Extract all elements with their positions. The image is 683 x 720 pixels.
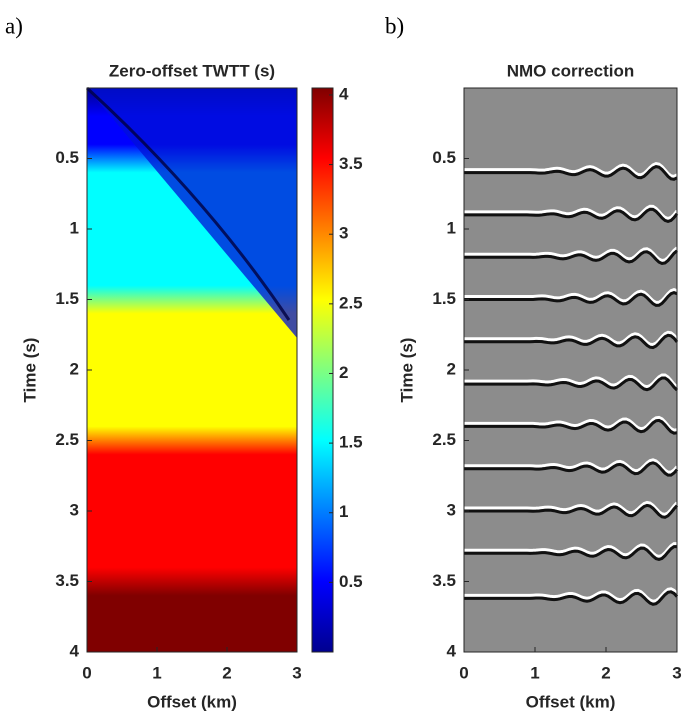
- event-white: [464, 415, 678, 432]
- y-tick-label: 1.5: [432, 289, 456, 308]
- colorbar-tick-label: 3.5: [339, 154, 363, 173]
- event-white: [464, 288, 678, 304]
- event-white: [464, 373, 679, 389]
- colorbar-tick-label: 1: [339, 502, 348, 521]
- event-white: [464, 458, 679, 474]
- y-tick-label: 3: [447, 500, 456, 519]
- colorbar: [311, 87, 334, 653]
- panel-label: a): [5, 13, 23, 38]
- chart-title: Zero-offset TWTT (s): [109, 61, 275, 80]
- x-tick-label: 0: [459, 663, 468, 682]
- x-tick-label: 0: [82, 663, 91, 682]
- y-tick-label: 2.5: [55, 430, 79, 449]
- event: [464, 207, 679, 224]
- event: [464, 165, 678, 181]
- seismic-image: [464, 88, 677, 652]
- x-tick-label: 2: [601, 663, 610, 682]
- y-tick-label: 2: [70, 359, 79, 378]
- event: [464, 418, 678, 435]
- colorbar-tick-label: 4: [339, 84, 349, 103]
- y-tick-label: 0.5: [55, 148, 79, 167]
- colorbar-tick-label: 0.5: [339, 572, 363, 591]
- y-tick-label: 4: [447, 641, 457, 660]
- diagonal-feature: [85, 86, 291, 321]
- event-white: [464, 330, 679, 347]
- x-tick-label: 3: [672, 663, 681, 682]
- x-tick-label: 1: [530, 663, 539, 682]
- y-tick-label: 2.5: [432, 430, 456, 449]
- colorbar-tick-label: 2: [339, 363, 348, 382]
- event: [464, 545, 678, 562]
- event-white: [464, 542, 678, 559]
- y-tick-label: 3.5: [55, 571, 79, 590]
- colorbar-tick-label: 3: [339, 224, 348, 243]
- event: [464, 590, 679, 606]
- event: [464, 461, 679, 477]
- x-tick-label: 3: [292, 663, 301, 682]
- event: [464, 249, 678, 266]
- y-tick-label: 1: [447, 218, 456, 237]
- event: [464, 503, 679, 519]
- y-tick-label: 2: [447, 359, 456, 378]
- y-tick-label: 0.5: [432, 148, 456, 167]
- event: [464, 333, 679, 350]
- y-tick-label: 1: [70, 218, 79, 237]
- event-white: [464, 246, 678, 263]
- event-white: [464, 162, 678, 178]
- chart-title: NMO correction: [507, 61, 635, 80]
- y-tick-label: 3.5: [432, 571, 456, 590]
- colorbar-tick-label: 2.5: [339, 293, 363, 312]
- event-white: [464, 500, 679, 516]
- shadow-zone: [87, 88, 297, 338]
- x-axis-label: Offset (km): [147, 692, 237, 711]
- y-axis-label: Time (s): [397, 338, 416, 403]
- y-tick-label: 3: [70, 500, 79, 519]
- event-white: [464, 204, 679, 221]
- y-tick-label: 1.5: [55, 289, 79, 308]
- panel-label: b): [385, 13, 404, 38]
- event-white: [464, 587, 679, 603]
- event: [464, 291, 678, 307]
- x-tick-label: 1: [152, 663, 161, 682]
- colorbar-tick-label: 1.5: [339, 433, 363, 452]
- x-tick-label: 2: [222, 663, 231, 682]
- x-axis-label: Offset (km): [526, 692, 616, 711]
- event: [464, 376, 679, 392]
- y-axis-label: Time (s): [20, 338, 39, 403]
- y-tick-label: 4: [70, 641, 80, 660]
